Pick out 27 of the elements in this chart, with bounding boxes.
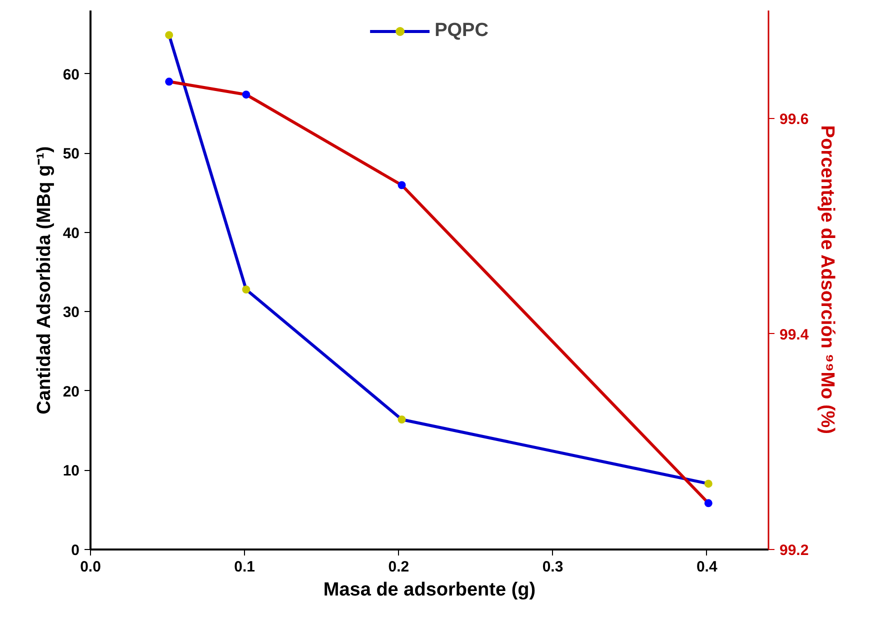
x-axis-title: Masa de adsorbente (g) [323,580,536,600]
x-tick-label: 0.1 [234,558,256,576]
y-tick-label: 50 [62,146,80,163]
point [242,90,250,99]
point [165,78,174,86]
y-tick-label: 20 [62,383,80,400]
y-tick-label: 30 [62,304,80,322]
y2-tick-label: 99.2 [780,542,809,559]
point [704,499,712,508]
legend-label: PQPC [434,20,488,42]
point [398,416,406,424]
y-tick-label: 10 [62,462,80,480]
point [242,286,250,294]
y-tick-label: 40 [62,224,80,242]
x-tick-label: 0.3 [542,558,564,576]
point [165,31,174,40]
point [398,181,406,190]
y-axis-title: Cantidad Adsorbida (MBq g⁻¹) [34,146,55,414]
y-tick-label: 0 [71,542,80,559]
x-tick-label: 0.0 [80,558,101,576]
y2-axis-title: Porcentaje de Adsorción ⁹⁹Mo (%) [816,125,838,434]
x-tick-label: 0.2 [388,558,410,576]
point [704,480,712,488]
y-tick-label: 60 [62,66,80,84]
x-tick-label: 0.4 [696,558,718,576]
y2-tick-label: 99.6 [780,110,809,128]
y2-tick-label: 99.4 [780,326,810,344]
